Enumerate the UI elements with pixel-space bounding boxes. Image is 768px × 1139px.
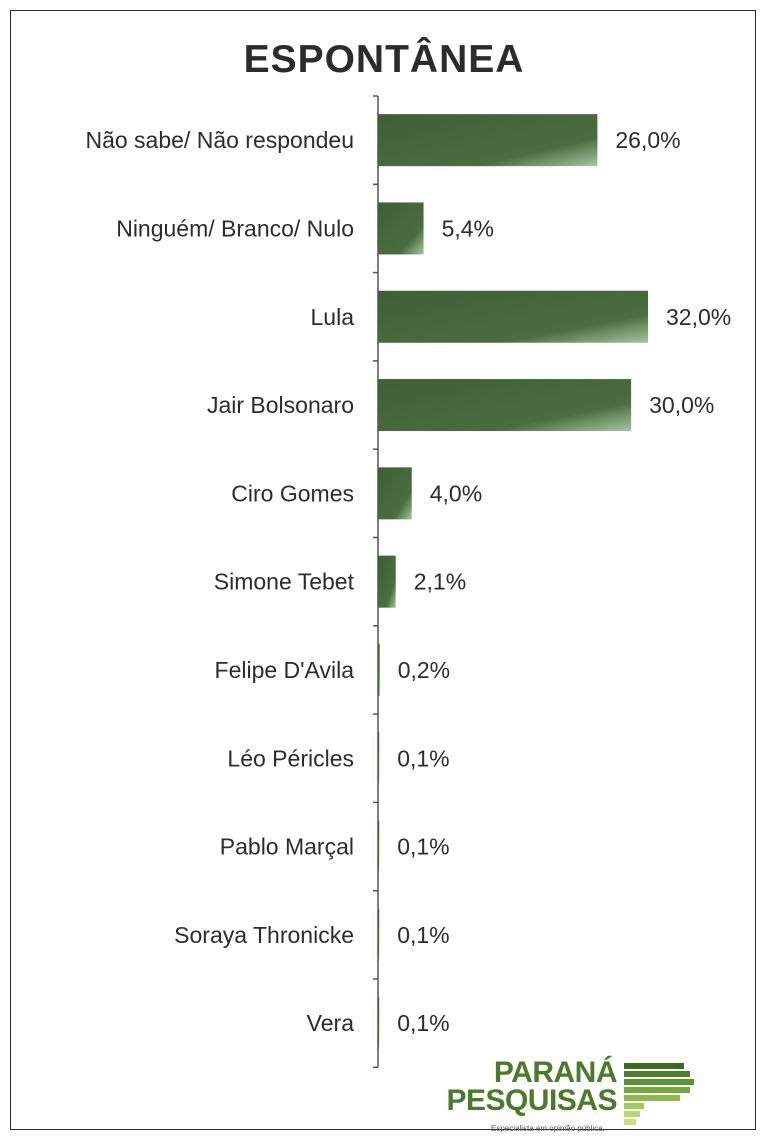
category-label: Ninguém/ Branco/ Nulo: [116, 215, 354, 241]
data-label: 2,1%: [414, 569, 466, 595]
data-label: 0,1%: [397, 1010, 449, 1036]
category-label: Jair Bolsonaro: [207, 392, 354, 418]
category-label: Não sabe/ Não respondeu: [85, 127, 354, 153]
category-label: Ciro Gomes: [231, 480, 354, 506]
data-label: 30,0%: [649, 392, 714, 418]
data-label: 4,0%: [430, 480, 482, 506]
logo-bars-icon: [624, 1063, 694, 1125]
category-label: Lula: [311, 304, 355, 330]
bar: [378, 202, 424, 255]
logo-line-1: PARANÁ: [493, 1056, 618, 1089]
data-label: 0,2%: [398, 657, 450, 683]
category-label: Vera: [307, 1010, 355, 1036]
data-label: 26,0%: [615, 127, 680, 153]
bar: [378, 555, 396, 608]
logo-line-2: PESQUISAS: [446, 1084, 617, 1117]
bar: [378, 820, 380, 873]
bar: [378, 467, 412, 520]
category-label: Simone Tebet: [214, 569, 355, 595]
data-label: 0,1%: [397, 922, 449, 948]
data-label: 0,1%: [397, 834, 449, 860]
data-label: 0,1%: [397, 745, 449, 771]
data-label: 5,4%: [442, 215, 494, 241]
bar: [378, 643, 380, 696]
bar: [378, 732, 380, 785]
bar: [378, 379, 632, 432]
category-label: Pablo Marçal: [220, 834, 354, 860]
parana-pesquisas-logo: PARANÁ PESQUISAS Especialista em opinião…: [441, 1051, 701, 1136]
chart-frame: ESPONTÂNEA Não sabe/ Não respondeu 26,0% N…: [10, 10, 756, 1133]
chart-title: ESPONTÂNEA: [243, 38, 525, 81]
bar: [378, 114, 598, 167]
category-label: Felipe D'Avila: [215, 657, 355, 683]
category-label: Soraya Thronicke: [174, 922, 354, 948]
category-label: Léo Péricles: [227, 745, 354, 771]
bar: [378, 290, 648, 343]
bar: [378, 997, 380, 1050]
bar-chart: Não sabe/ Não respondeu 26,0% Ninguém/ Bra…: [85, 95, 731, 1069]
bar: [378, 908, 380, 961]
data-label: 32,0%: [666, 304, 731, 330]
logo-wordmark: PARANÁ PESQUISAS: [441, 1056, 618, 1117]
logo-tagline: Especialista em opinião pública.: [491, 1124, 605, 1133]
